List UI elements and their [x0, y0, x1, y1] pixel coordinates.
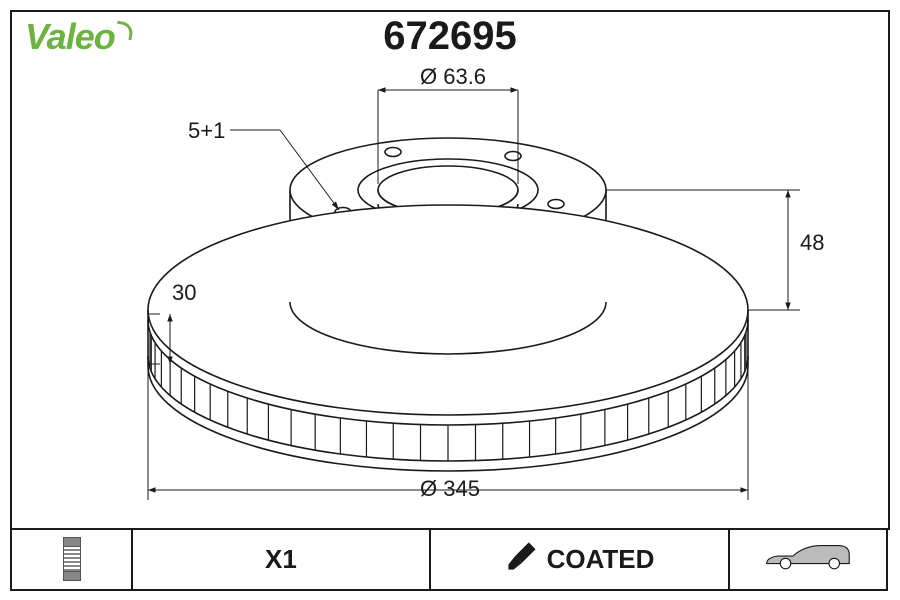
brush-icon	[505, 539, 539, 580]
coating: COATED	[431, 529, 730, 591]
coating-label: COATED	[547, 544, 655, 575]
dim-thickness: 30	[172, 280, 196, 306]
technical-drawing: Ø 63.6 5+1 30 48 Ø 345	[10, 60, 886, 526]
dim-holes: 5+1	[188, 118, 225, 144]
disc-type-icon	[10, 529, 133, 591]
dim-bore: Ø 63.6	[420, 64, 486, 90]
quantity: X1	[133, 529, 432, 591]
car-position-icon	[730, 529, 888, 591]
dim-outer: Ø 345	[420, 476, 480, 502]
bottom-bar: X1 COATED	[10, 530, 888, 590]
dim-hat-height: 48	[800, 230, 824, 256]
